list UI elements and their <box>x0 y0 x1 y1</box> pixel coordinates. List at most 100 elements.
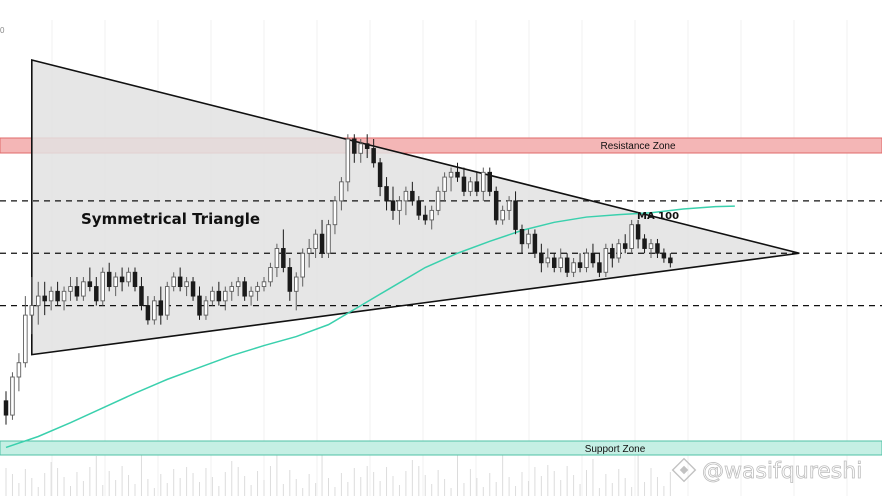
candle-body <box>558 257 563 268</box>
candle-body <box>390 200 396 211</box>
candle-body <box>461 176 467 192</box>
candle-body <box>68 286 73 292</box>
candle-body <box>300 252 305 278</box>
candle-body <box>255 286 260 292</box>
candle-body <box>358 143 364 154</box>
candle-body <box>274 248 280 268</box>
candle-body <box>552 257 557 268</box>
candle-body <box>281 248 286 268</box>
resistance-zone-label: Resistance Zone <box>600 141 675 152</box>
candle-body <box>577 262 583 268</box>
candle-body <box>126 271 131 283</box>
candle-body <box>622 243 628 249</box>
candle-body <box>94 286 99 302</box>
candle-body <box>455 171 460 178</box>
candle-body <box>42 295 47 302</box>
candle-body <box>506 200 512 211</box>
candle-body <box>184 281 189 288</box>
candle-body <box>197 295 202 316</box>
candle-body <box>435 190 441 211</box>
candle-body <box>87 281 93 288</box>
candle-body <box>164 286 170 316</box>
candle-body <box>332 200 338 226</box>
candle-body <box>100 271 105 302</box>
candle-body <box>532 233 538 254</box>
candle-body <box>423 214 428 221</box>
candle-body <box>468 181 473 192</box>
candle-body <box>597 262 602 273</box>
candle-body <box>61 290 67 302</box>
candle-body <box>519 228 525 245</box>
candle-body <box>106 271 112 288</box>
candle-body <box>132 271 138 288</box>
candle-body <box>642 238 647 249</box>
candle-body <box>668 257 673 264</box>
candle-body <box>635 224 641 240</box>
candle-body <box>371 148 376 164</box>
candle-body <box>397 200 402 211</box>
candle-body <box>416 200 422 216</box>
candle-body <box>210 290 215 302</box>
candle-body <box>481 171 486 192</box>
candle-body <box>571 262 576 273</box>
candle-body <box>229 286 234 292</box>
candle-body <box>442 176 447 192</box>
candle-body <box>29 305 35 316</box>
candle-body <box>429 209 434 221</box>
candle-body <box>261 281 267 288</box>
candle-body <box>23 314 28 364</box>
candle-body <box>616 243 622 259</box>
candle-body <box>294 276 299 292</box>
candle-body <box>119 276 125 283</box>
candle-body <box>319 233 325 254</box>
candle-body <box>216 290 222 302</box>
corner-tick: 0 <box>0 26 5 35</box>
candle-body <box>145 305 151 321</box>
candle-body <box>3 400 9 416</box>
candle-body <box>190 281 196 297</box>
binance-logo-icon <box>671 457 697 483</box>
candle-body <box>36 295 41 307</box>
candle-body <box>326 224 331 254</box>
candle-body <box>564 257 570 273</box>
candle-body <box>526 233 531 245</box>
candle-body <box>545 257 551 264</box>
ma100-label: MA 100 <box>637 211 679 222</box>
candle-body <box>248 290 254 297</box>
ma100-line <box>5 205 735 449</box>
candle-body <box>610 248 615 259</box>
candle-body <box>16 362 22 378</box>
candle-body <box>629 224 634 249</box>
candle-body <box>513 200 518 230</box>
candle-body <box>493 190 499 221</box>
support-zone <box>0 440 882 456</box>
candle-body <box>113 276 118 288</box>
watermark-text: @wasifqureshi <box>702 459 862 484</box>
candle-body <box>287 267 293 292</box>
candle-body <box>81 281 86 297</box>
candle-body <box>10 376 15 416</box>
symmetrical-triangle <box>30 58 800 356</box>
candle-body <box>410 190 415 202</box>
candle-body <box>539 252 544 264</box>
candle-body <box>158 300 164 316</box>
volume-bars <box>5 448 671 496</box>
candle-body <box>584 252 589 268</box>
candle-body <box>603 248 609 273</box>
candle-body <box>74 286 80 297</box>
candle-body <box>235 281 241 288</box>
candle-body <box>377 162 383 188</box>
candle-body <box>48 290 54 302</box>
candle-body <box>177 276 183 288</box>
support-zone-label: Support Zone <box>585 444 646 455</box>
candle-body <box>448 171 454 178</box>
candle-body <box>152 300 157 321</box>
candle-body <box>223 290 228 302</box>
candle-body <box>268 267 273 283</box>
candle-body <box>242 281 247 297</box>
candle-body <box>655 243 660 254</box>
candle-body <box>352 138 357 154</box>
candle-body <box>661 252 667 259</box>
candle-body <box>364 143 370 149</box>
